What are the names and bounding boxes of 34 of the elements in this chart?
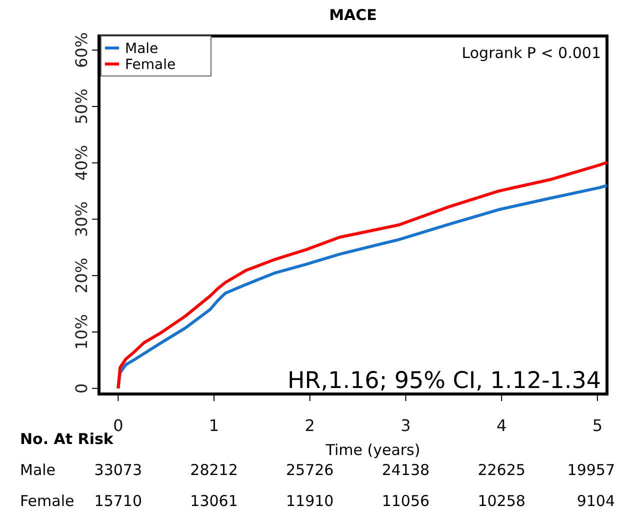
x-axis-title: Time (years)	[324, 441, 420, 459]
x-tick-label: 2	[304, 416, 315, 435]
text: No. At Risk	[20, 430, 114, 448]
x-tick-label: 5	[592, 416, 603, 435]
legend-label: Male	[125, 41, 158, 57]
x-tick-label: 0	[113, 416, 124, 435]
text: Female	[20, 492, 74, 510]
x-tick-label: 1	[208, 416, 220, 435]
chart-title: MACE	[329, 6, 377, 24]
y-tick-label: 10%	[72, 314, 91, 350]
text: 19957	[567, 461, 615, 479]
text: 24138	[382, 461, 430, 479]
y-tick-label: 50%	[72, 88, 91, 124]
x-tick-label: 4	[496, 416, 507, 435]
y-tick-label: 60%	[72, 32, 91, 68]
y-tick-label: 40%	[72, 145, 91, 181]
annotation: Logrank P < 0.001	[462, 44, 601, 62]
y-tick-label: 30%	[72, 201, 91, 238]
text: Male	[20, 461, 56, 479]
y-tick-label: 20%	[72, 258, 91, 294]
text: 11910	[286, 492, 334, 510]
legend-label: Female	[125, 57, 176, 73]
text: 9104	[576, 492, 615, 510]
text: 10258	[478, 492, 526, 510]
text: 15710	[94, 492, 142, 510]
text: 28212	[190, 461, 238, 479]
text: 22625	[478, 461, 526, 479]
text: 33073	[94, 461, 142, 479]
x-tick-label: 3	[400, 416, 411, 435]
y-tick-label: 0	[72, 383, 91, 394]
annotation: HR,1.16; 95% CI, 1.12-1.34	[288, 368, 601, 394]
text: 25726	[286, 461, 334, 479]
text: 11056	[382, 492, 430, 510]
text: 13061	[190, 492, 238, 510]
